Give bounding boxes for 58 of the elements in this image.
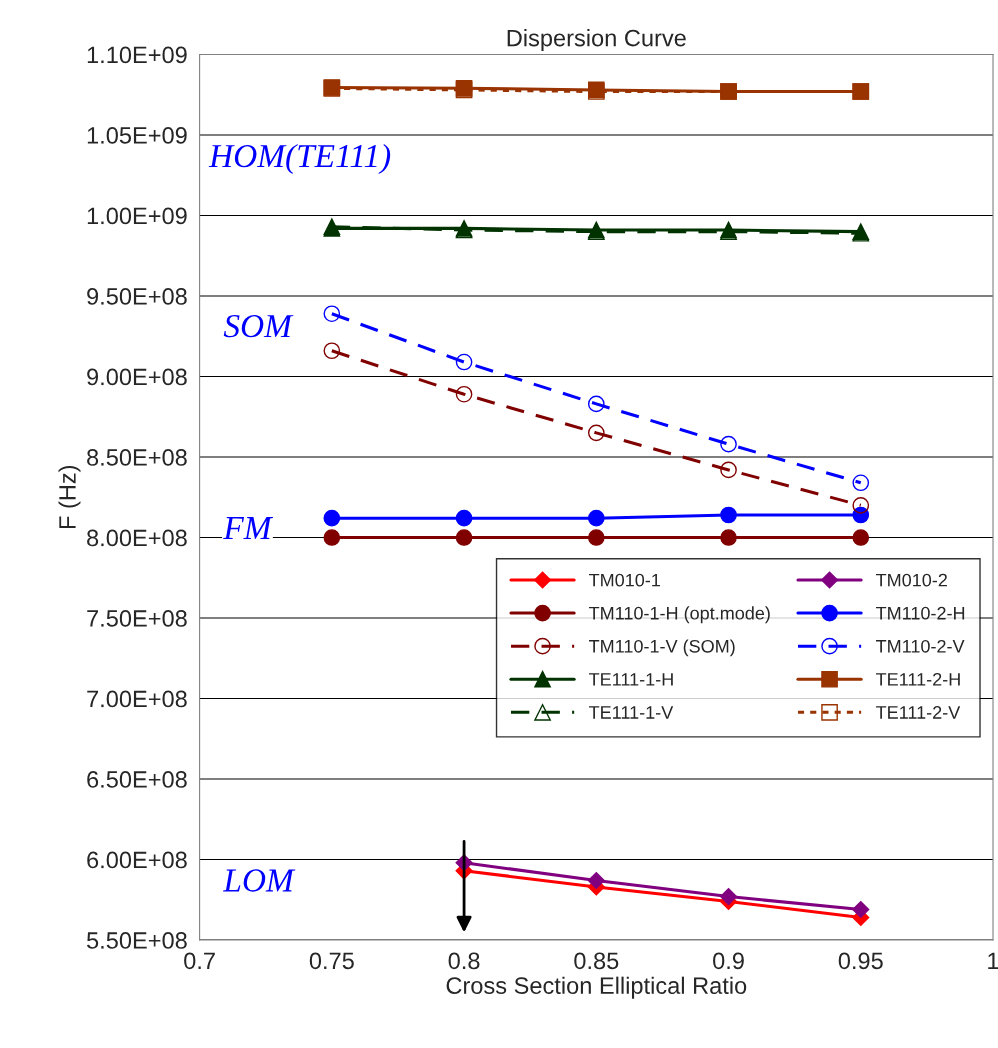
point <box>587 529 605 546</box>
point <box>852 474 870 492</box>
annotation: SOM <box>223 314 294 338</box>
point <box>587 509 605 527</box>
point <box>720 435 737 453</box>
point <box>720 506 737 524</box>
point <box>852 900 870 919</box>
point <box>587 395 605 413</box>
point <box>719 888 738 906</box>
y-tick-label: 7.00E+08 <box>87 690 187 708</box>
legend-label: TE111-1-V <box>589 706 674 719</box>
legend-label: TM110-2-V <box>876 639 965 653</box>
y-tick-label: 8.50E+08 <box>87 449 187 466</box>
x-tick-label: 0.9 <box>713 952 744 970</box>
y-tick-label: 1.05E+09 <box>87 127 187 144</box>
legend-label: TM110-2-H <box>876 606 965 620</box>
legend-label: TE111-2-V <box>876 706 961 719</box>
x-axis-title: Cross Section Elliptical Ratio <box>446 976 747 999</box>
x-tick-label: 0.75 <box>309 952 354 970</box>
x-tick-label: 0.85 <box>574 952 619 970</box>
annotation: LOM <box>223 869 296 892</box>
x-tick-label: 0.8 <box>448 952 480 970</box>
y-tick-label: 5.50E+08 <box>86 932 187 949</box>
y-tick-label: 9.00E+08 <box>87 368 187 386</box>
point <box>455 353 473 371</box>
annotation: FM <box>223 517 274 539</box>
annotation: HOM(TE111) <box>208 143 391 175</box>
y-tick-label: 9.50E+08 <box>87 288 187 305</box>
point <box>455 385 473 403</box>
point <box>587 871 605 890</box>
y-axis-title: F (Hz) <box>58 465 81 529</box>
x-tick-label: 1 <box>988 952 998 969</box>
point <box>323 529 341 546</box>
point <box>323 509 341 527</box>
y-tick-label: 1.00E+09 <box>87 207 187 225</box>
x-tick-label: 0.7 <box>184 952 215 970</box>
point <box>720 461 737 479</box>
point <box>455 529 473 546</box>
legend-label: TM010-2 <box>876 573 947 587</box>
y-tick-label: 6.00E+08 <box>87 851 187 869</box>
legend-label: TM010-1 <box>589 573 660 587</box>
point <box>323 342 341 360</box>
x-tick-label: 0.95 <box>838 952 883 970</box>
point <box>455 509 473 527</box>
y-tick-label: 8.00E+08 <box>87 529 187 547</box>
legend-label: TM110-1-V (SOM) <box>589 639 735 657</box>
point <box>852 529 870 546</box>
y-tick-label: 1.10E+09 <box>87 46 187 64</box>
point <box>852 496 870 514</box>
point <box>587 424 605 442</box>
y-tick-label: 6.50E+08 <box>87 771 187 788</box>
point <box>323 305 341 323</box>
point <box>720 529 737 546</box>
legend-label: TM110-1-H (opt.mode) <box>589 606 770 624</box>
chart-title: Dispersion Curve <box>507 29 686 52</box>
y-tick-label: 7.50E+08 <box>87 610 187 627</box>
legend-label: TE111-2-H <box>876 672 960 686</box>
legend-label: TE111-1-H <box>589 673 673 686</box>
